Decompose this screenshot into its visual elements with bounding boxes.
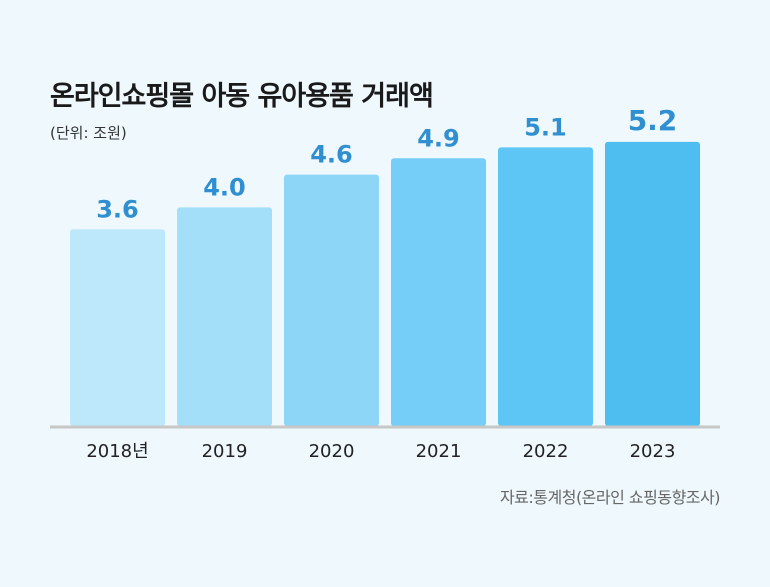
bar-4 bbox=[498, 147, 593, 427]
bars-layer bbox=[70, 141, 700, 427]
value-label-0: 3.6 bbox=[96, 195, 139, 223]
value-label-4: 5.1 bbox=[524, 113, 567, 141]
unit-label: (단위: 조원) bbox=[50, 124, 127, 142]
chart-title: 온라인쇼핑몰 아동 유아용품 거래액 bbox=[50, 81, 434, 112]
value-label-2: 4.6 bbox=[310, 141, 353, 169]
bar-1 bbox=[177, 207, 272, 426]
bar-0 bbox=[70, 229, 165, 426]
tick-label-3: 2021 bbox=[416, 441, 462, 462]
tick-labels-layer: 2018년 2019 2020 2021 2022 2023 bbox=[86, 441, 675, 462]
tick-label-0: 2018년 bbox=[86, 441, 148, 462]
tick-label-1: 2019 bbox=[202, 441, 248, 462]
tick-label-4: 2022 bbox=[523, 441, 569, 462]
value-label-1: 4.0 bbox=[203, 173, 246, 201]
value-label-5: 5.2 bbox=[628, 104, 678, 137]
bar-3 bbox=[391, 158, 486, 426]
tick-label-2: 2020 bbox=[309, 441, 355, 462]
source-note: 자료:통계청(온라인 쇼핑동향조사) bbox=[499, 488, 721, 507]
value-label-3: 4.9 bbox=[417, 124, 460, 152]
tick-label-5: 2023 bbox=[630, 441, 676, 462]
value-labels-layer: 3.6 4.0 4.6 4.9 5.1 5.2 bbox=[96, 104, 677, 223]
bar-5 bbox=[605, 141, 700, 426]
bar-2 bbox=[284, 174, 379, 426]
